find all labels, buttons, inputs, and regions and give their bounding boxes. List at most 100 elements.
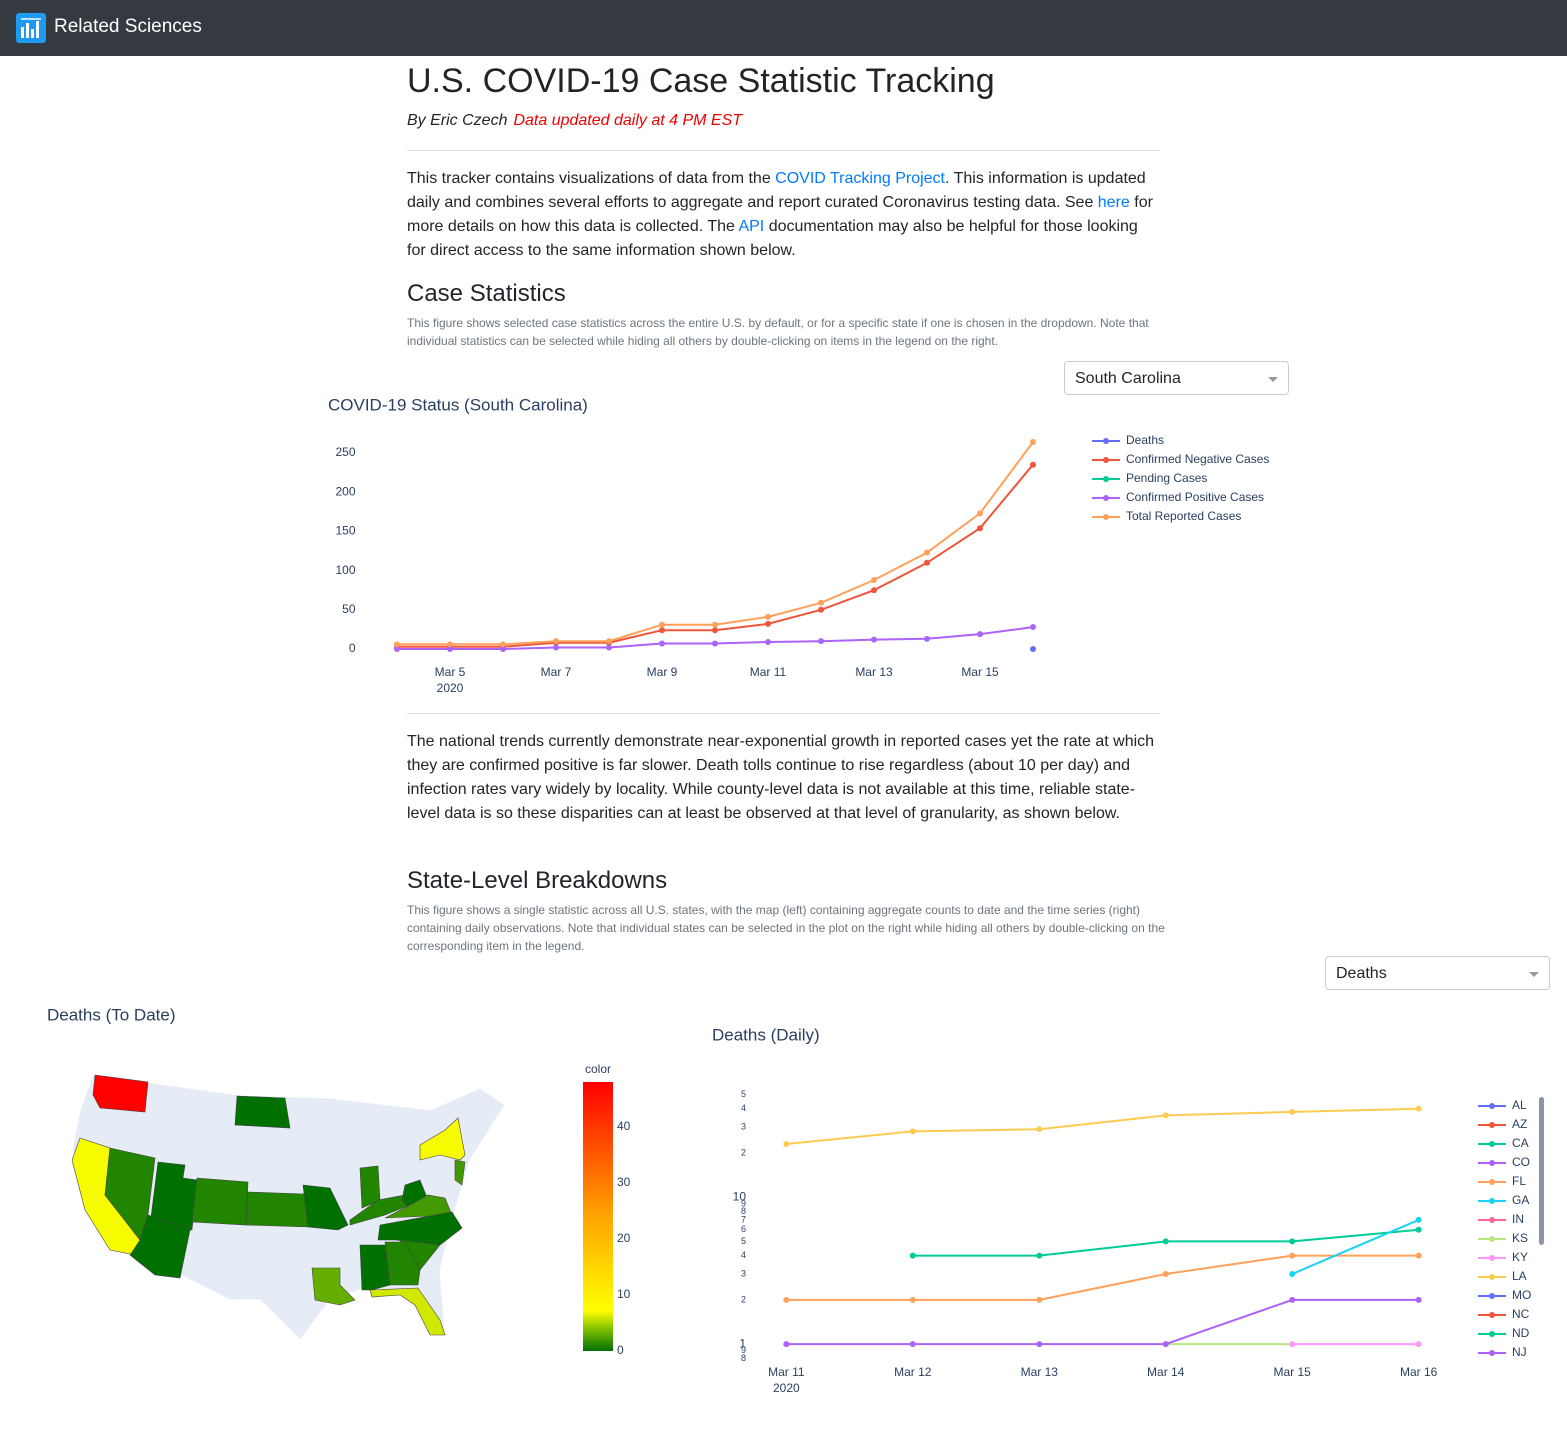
x-tick-label: Mar 14	[1147, 1365, 1185, 1379]
data-point	[818, 606, 824, 613]
legend-marker	[1489, 1331, 1495, 1337]
legend-label[interactable]: NC	[1512, 1307, 1530, 1321]
state	[384, 1194, 453, 1219]
dropdown[interactable]: Deaths	[1325, 956, 1550, 990]
state	[245, 1191, 309, 1228]
data-point	[1162, 1238, 1169, 1245]
data-point	[909, 1341, 916, 1348]
data-point	[1415, 1105, 1422, 1112]
legend-marker	[1489, 1255, 1495, 1261]
legend-label[interactable]: Total Reported Cases	[1126, 509, 1241, 523]
data-point	[1415, 1252, 1422, 1259]
data-point	[977, 510, 983, 517]
legend-label[interactable]: Confirmed Positive Cases	[1126, 490, 1264, 504]
x-tick-label: Mar 15	[1274, 1365, 1312, 1379]
y-tick-label: 2	[741, 1294, 746, 1304]
data-point	[871, 636, 877, 643]
data-point	[765, 620, 771, 627]
data-point	[1030, 461, 1036, 468]
series-line	[397, 464, 1034, 648]
state	[419, 1117, 466, 1161]
data-point	[1030, 624, 1036, 631]
series-line	[397, 441, 1034, 646]
colorbar-title: color	[585, 1062, 611, 1076]
page-title: U.S. COVID-19 Case Statistic Tracking	[407, 62, 995, 100]
dropdown-value: Deaths	[1336, 965, 1387, 982]
legend-label[interactable]: KS	[1512, 1231, 1528, 1245]
data-point	[871, 577, 877, 584]
legend-marker	[1489, 1179, 1495, 1185]
legend-label[interactable]: NJ	[1512, 1345, 1527, 1359]
data-point	[1036, 1126, 1043, 1133]
legend-label[interactable]: MO	[1512, 1288, 1531, 1302]
data-point	[909, 1252, 916, 1259]
data-point	[500, 646, 506, 653]
y-tick-label: 100	[335, 563, 355, 577]
brand-logo[interactable]	[16, 13, 46, 43]
intro-text: documentation may also be helpful for th…	[407, 218, 1138, 259]
navbar: Related Sciences	[0, 0, 1567, 56]
state	[191, 1177, 249, 1226]
y-tick-label: 50	[342, 602, 356, 616]
y-tick-label: 8	[741, 1206, 746, 1216]
data-point	[1415, 1226, 1422, 1233]
legend-label[interactable]: AZ	[1512, 1117, 1527, 1131]
data-point	[783, 1140, 790, 1147]
series-line	[786, 1298, 1419, 1346]
data-point	[659, 621, 665, 628]
legend-scrollbar	[1539, 1097, 1544, 1245]
chart-title: COVID-19 Status (South Carolina)	[328, 395, 588, 414]
legend-label[interactable]: GA	[1512, 1193, 1529, 1207]
legend-label[interactable]: Pending Cases	[1126, 471, 1207, 485]
colorbar-tick-label: 30	[617, 1175, 631, 1189]
link[interactable]: COVID Tracking Project	[775, 170, 945, 187]
data-point	[553, 644, 559, 651]
data-point	[447, 641, 453, 648]
data-point	[1415, 1341, 1422, 1348]
x-tick-year: 2020	[773, 1381, 800, 1395]
brand[interactable]: Related Sciences	[54, 16, 202, 37]
data-point	[783, 1341, 790, 1348]
data-point	[1036, 1341, 1043, 1348]
data-point	[1162, 1341, 1169, 1348]
data-point	[606, 644, 612, 651]
data-point	[924, 635, 930, 642]
series-line	[786, 1254, 1419, 1301]
link[interactable]: API	[738, 218, 765, 235]
dropdown[interactable]: South Carolina	[1064, 361, 1289, 395]
caption: This figure shows a single statistic acr…	[407, 903, 1165, 953]
data-point	[1415, 1296, 1422, 1303]
divider	[407, 713, 1160, 714]
legend-marker	[1489, 1160, 1495, 1166]
byline: By Eric Czech Data updated daily at 4 PM …	[407, 112, 742, 130]
dropdown-value: South Carolina	[1075, 370, 1181, 387]
legend-label[interactable]: CA	[1512, 1136, 1529, 1150]
data-point	[500, 641, 506, 648]
state	[302, 1184, 349, 1231]
dropdown-arrow	[1268, 377, 1278, 382]
data-point	[909, 1128, 916, 1135]
legend-label[interactable]: Confirmed Negative Cases	[1126, 452, 1269, 466]
legend-label[interactable]: IN	[1512, 1212, 1524, 1226]
data-point	[1162, 1112, 1169, 1119]
data-point	[447, 646, 453, 653]
legend-marker	[1489, 1217, 1495, 1223]
legend-label[interactable]: CO	[1512, 1155, 1530, 1169]
section-heading: Case Statistics	[407, 280, 566, 307]
legend-label[interactable]: AL	[1512, 1098, 1527, 1112]
legend-label[interactable]: Deaths	[1126, 433, 1164, 447]
data-point	[712, 627, 718, 634]
legend-label[interactable]: LA	[1512, 1269, 1527, 1283]
legend-label[interactable]: KY	[1512, 1250, 1528, 1264]
legend-label[interactable]: FL	[1512, 1174, 1526, 1188]
x-tick-label: Mar 13	[855, 665, 893, 679]
y-tick-label: 3	[741, 1268, 746, 1278]
series-line	[1291, 1218, 1420, 1275]
author: By Eric Czech	[407, 112, 508, 129]
state	[369, 1287, 446, 1336]
data-point	[1162, 1271, 1169, 1278]
data-point	[659, 640, 665, 647]
legend-label[interactable]: ND	[1512, 1326, 1530, 1340]
link[interactable]: here	[1097, 194, 1130, 211]
